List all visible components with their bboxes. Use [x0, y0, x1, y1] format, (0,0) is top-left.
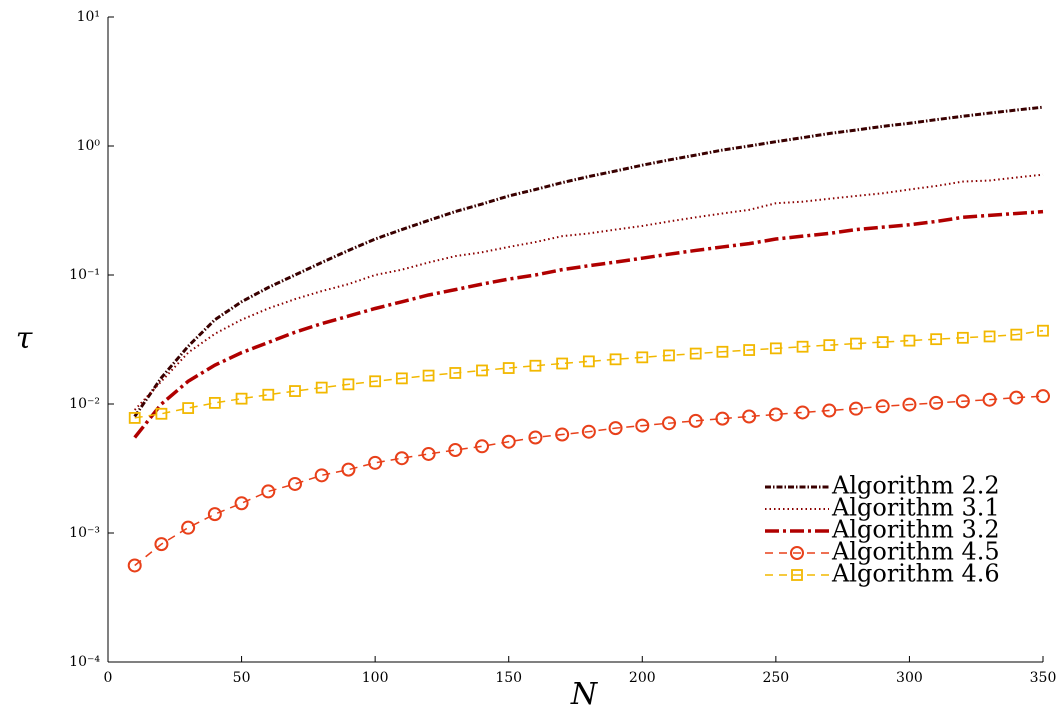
marker [850, 337, 862, 350]
marker [181, 520, 196, 535]
marker [662, 416, 676, 431]
x-tick-label: 100 [362, 670, 389, 686]
marker [823, 339, 836, 352]
legend-label: Algorithm 3.1 [831, 494, 1000, 522]
y-tick-label: 10¹ [77, 9, 100, 25]
x-tick-label: 250 [762, 670, 789, 686]
marker [688, 413, 703, 428]
marker [315, 381, 328, 394]
x-tick-label: 300 [896, 670, 923, 686]
marker [555, 427, 570, 442]
marker [955, 394, 970, 409]
series-line [134, 329, 1044, 419]
x-tick-label: 0 [104, 670, 113, 686]
series-line [133, 209, 1044, 439]
marker [903, 334, 916, 347]
marker [501, 434, 516, 449]
legend-label: Algorithm 4.5 [831, 538, 1000, 566]
legend-label: Algorithm 2.2 [831, 472, 1000, 500]
marker [822, 403, 837, 418]
marker [849, 401, 863, 416]
marker [956, 331, 969, 344]
x-tick-label: 200 [629, 670, 656, 686]
marker [422, 369, 435, 382]
marker [182, 402, 195, 414]
marker [716, 345, 729, 358]
marker [768, 407, 783, 422]
marker [1037, 324, 1049, 337]
marker [368, 455, 383, 470]
marker [608, 421, 623, 436]
marker [261, 484, 276, 499]
marker [930, 333, 943, 346]
marker [929, 395, 944, 410]
marker [235, 392, 248, 405]
marker [288, 476, 302, 491]
marker [502, 362, 515, 374]
legend-marker [791, 569, 803, 581]
series-line [134, 395, 1044, 567]
marker [207, 507, 222, 522]
marker [341, 462, 356, 477]
marker [234, 496, 249, 511]
marker [449, 367, 462, 379]
marker [689, 347, 702, 360]
marker [342, 378, 355, 391]
marker [528, 430, 543, 445]
y-tick-label: 10⁰ [77, 138, 101, 154]
y-tick-label: 10⁻⁴ [69, 654, 100, 670]
marker [448, 442, 463, 457]
legend-label: Algorithm 3.2 [831, 516, 1000, 544]
marker [476, 364, 488, 377]
marker [581, 424, 596, 439]
marker [475, 439, 489, 454]
x-tick-label: 350 [1030, 670, 1057, 686]
marker [529, 359, 542, 372]
marker [715, 411, 730, 426]
marker [635, 418, 650, 433]
marker [556, 357, 569, 370]
marker [636, 351, 649, 364]
marker [876, 336, 889, 348]
marker [127, 558, 142, 573]
marker [1036, 389, 1050, 404]
marker [208, 396, 221, 409]
y-tick-label: 10⁻³ [69, 525, 100, 541]
y-axis-label: τ [16, 321, 33, 356]
marker [902, 397, 917, 412]
marker [128, 412, 141, 424]
marker [421, 446, 436, 461]
y-tick-label: 10⁻² [69, 396, 100, 412]
x-tick-label: 50 [233, 670, 251, 686]
legend-label: Algorithm 4.6 [831, 560, 1000, 588]
marker [1010, 328, 1023, 341]
legend-marker [790, 546, 804, 560]
marker [742, 409, 757, 424]
series-line [133, 105, 1044, 418]
marker [289, 385, 301, 397]
marker [394, 451, 409, 466]
series-line [133, 173, 1044, 411]
marker [395, 372, 408, 385]
x-tick-label: 150 [495, 670, 522, 686]
marker [314, 468, 329, 483]
marker [369, 375, 382, 388]
marker [582, 355, 595, 368]
marker [1009, 390, 1024, 405]
marker [875, 399, 890, 414]
marker [663, 349, 675, 362]
marker [155, 407, 168, 420]
y-tick-label: 10⁻¹ [69, 267, 100, 283]
marker [983, 330, 996, 343]
marker [743, 344, 756, 356]
marker [154, 537, 169, 552]
marker [769, 342, 782, 355]
marker [609, 353, 622, 366]
marker [795, 405, 810, 420]
x-axis-label: N [570, 677, 599, 712]
marker [262, 388, 275, 401]
marker [982, 392, 997, 407]
marker [796, 340, 809, 353]
